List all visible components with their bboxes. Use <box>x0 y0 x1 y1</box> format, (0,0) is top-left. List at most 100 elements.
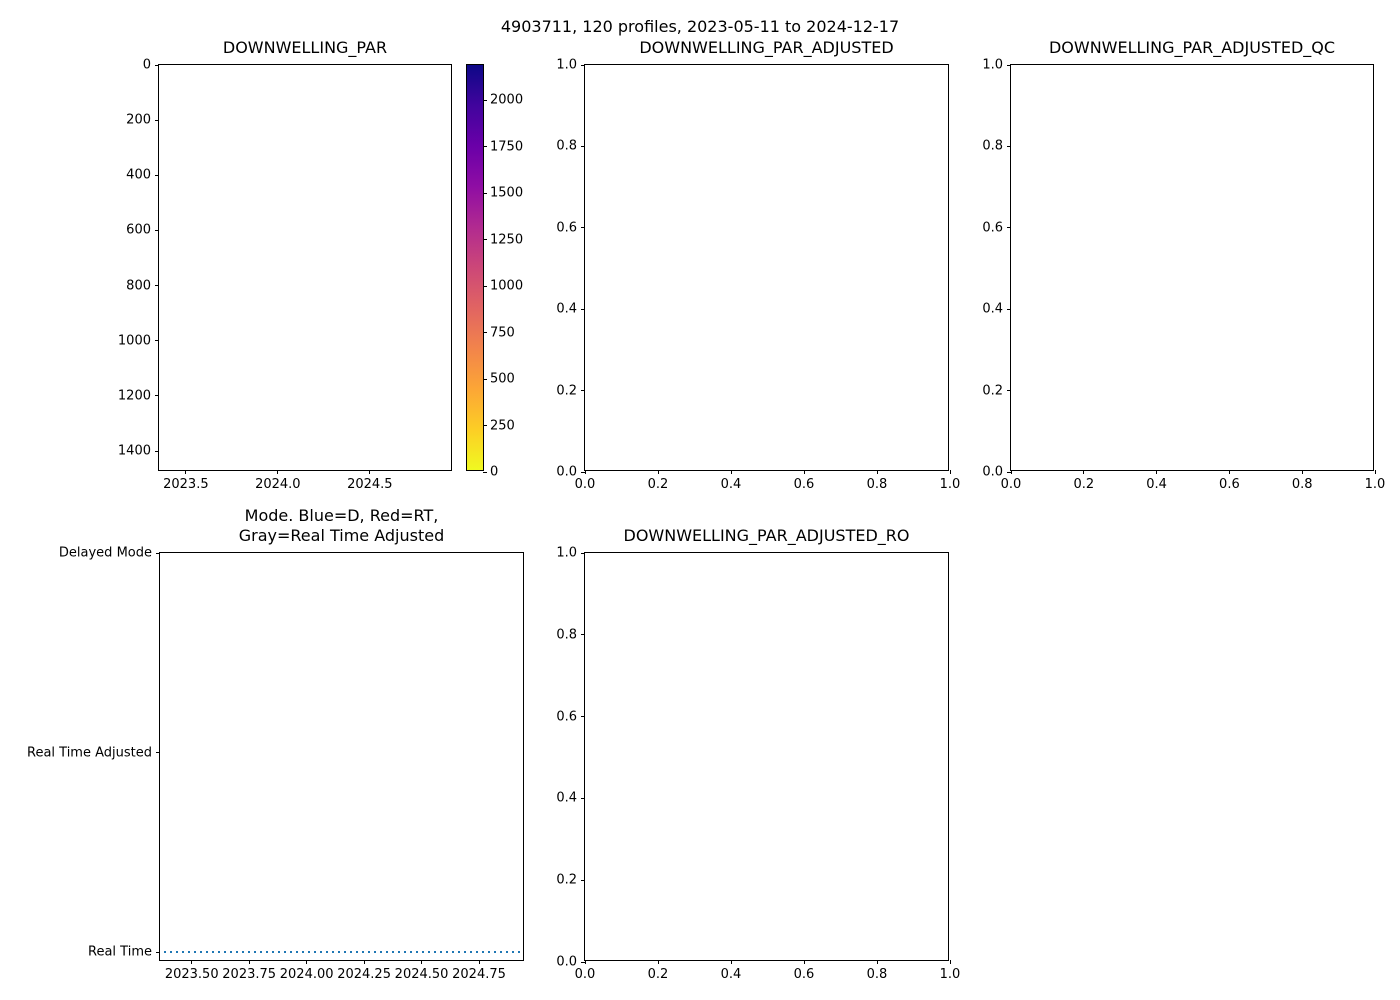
subplot-downwelling-par: DOWNWELLING_PAR 2023.5 2024.0 2024.5 0 200 400… <box>118 38 452 492</box>
x-tick-label: 0.4 <box>720 477 742 492</box>
x-tick-mark <box>584 470 586 474</box>
y-tick-label: 0.8 <box>556 138 577 154</box>
y-tick-label: 0.6 <box>556 220 577 236</box>
x-tick-mark <box>191 960 193 964</box>
x-tick-mark <box>1010 470 1012 474</box>
y-tick-mark <box>581 145 585 147</box>
x-tick-label: 0.8 <box>866 477 888 492</box>
y-tick-label: 0.4 <box>982 301 1003 317</box>
y-tick-label: 800 <box>126 278 151 294</box>
x-tick-label: 0.6 <box>1219 477 1240 492</box>
y-tick-mark <box>155 119 159 121</box>
colorbar-tick-mark <box>483 285 487 287</box>
colorbar-tick-mark <box>483 239 487 241</box>
y-tick-label: 1.0 <box>556 545 577 561</box>
x-tick-label: 0.8 <box>1291 477 1313 492</box>
x-tick-mark <box>730 470 732 474</box>
y-tick-label: 1000 <box>117 333 151 349</box>
x-tick-label: 2023.5 <box>163 477 209 492</box>
subplot-title: DOWNWELLING_PAR_ADJUSTED <box>639 38 894 57</box>
y-tick-label: 1.0 <box>982 57 1003 73</box>
y-tick-label: 0 <box>142 57 151 73</box>
x-tick-mark <box>306 960 308 964</box>
x-tick-label: 0.0 <box>574 477 596 492</box>
x-tick-mark <box>363 960 365 964</box>
x-tick-mark <box>1156 470 1158 474</box>
x-tick-mark <box>1301 470 1303 474</box>
colorbar-downwelling-par: 0 250 500 750 1000 1250 1500 1750 2000 <box>466 64 523 480</box>
y-tick-label: 0.4 <box>556 301 577 317</box>
y-tick-mark <box>156 951 160 953</box>
colorbar-tick-mark <box>483 378 487 380</box>
x-tick-mark <box>421 960 423 964</box>
y-tick-label: 0.0 <box>556 954 577 970</box>
subplot-title: DOWNWELLING_PAR <box>222 38 388 57</box>
colorbar-tick-label: 2000 <box>490 92 524 108</box>
x-tick-mark <box>1228 470 1230 474</box>
y-tick-label: 1400 <box>117 443 151 459</box>
y-tick-mark <box>156 752 160 753</box>
subplot-mode: Mode. Blue=D, Red=RT, Gray=Real Time Adj… <box>27 506 524 982</box>
x-tick-label: 0.0 <box>1000 477 1022 492</box>
y-tick-label: Delayed Mode <box>58 545 152 561</box>
subplot-title: DOWNWELLING_PAR_ADJUSTED_RO <box>623 526 910 545</box>
x-tick-mark <box>803 960 805 964</box>
x-tick-label: 0.2 <box>647 477 669 492</box>
subplot-title: DOWNWELLING_PAR_ADJUSTED_QC <box>1048 38 1336 57</box>
colorbar-tick-label: 1750 <box>490 139 524 155</box>
x-tick-mark <box>803 470 805 474</box>
y-tick-label: 1.0 <box>556 57 577 73</box>
x-tick-label: 1.0 <box>939 967 961 982</box>
y-tick-mark <box>1007 471 1011 473</box>
subplot-downwelling-par-adjusted: DOWNWELLING_PAR_ADJUSTED 0.0 0.2 0.4 0.6 0.8 1… <box>556 38 960 492</box>
y-tick-mark <box>1007 390 1011 392</box>
x-tick-mark <box>478 960 480 964</box>
x-tick-label: 2024.5 <box>347 477 393 492</box>
x-tick-mark <box>1374 470 1376 474</box>
y-tick-label: 0.2 <box>556 383 577 399</box>
colorbar-tick-label: 750 <box>490 325 515 341</box>
y-tick-mark <box>581 64 585 66</box>
colorbar-tick-label: 0 <box>490 464 499 480</box>
y-tick-label: 0.8 <box>982 138 1003 154</box>
x-tick-mark <box>949 960 951 964</box>
x-tick-label: 1.0 <box>939 477 961 492</box>
x-tick-mark <box>657 960 659 964</box>
y-tick-label: 0.4 <box>556 790 577 806</box>
x-tick-label: 0.4 <box>720 967 742 982</box>
x-tick-label: 2024.00 <box>279 967 334 982</box>
y-tick-mark <box>155 174 159 176</box>
x-tick-label: 2024.0 <box>255 477 301 492</box>
colorbar-tick-label: 1500 <box>490 185 524 201</box>
subplot-downwelling-par-adjusted-qc: DOWNWELLING_PAR_ADJUSTED_QC 0.0 0.2 0.4 0.6 0… <box>982 38 1385 492</box>
x-tick-mark <box>277 470 279 474</box>
y-tick-mark <box>1007 227 1011 229</box>
x-tick-label: 0.2 <box>1073 477 1095 492</box>
y-tick-mark <box>1007 308 1011 310</box>
x-tick-label: 2024.25 <box>337 967 391 982</box>
figure-title: 4903711, 120 profiles, 2023-05-11 to 202… <box>500 17 900 36</box>
x-tick-mark <box>185 470 187 474</box>
y-tick-label: 0.6 <box>982 220 1003 236</box>
x-tick-label: 2024.75 <box>452 967 506 982</box>
colorbar-tick-mark <box>483 99 487 101</box>
y-tick-mark <box>1007 64 1011 66</box>
y-tick-label: 0.0 <box>982 464 1003 480</box>
y-tick-mark <box>581 879 585 881</box>
y-tick-mark <box>581 227 585 229</box>
x-tick-mark <box>876 470 878 474</box>
y-tick-label: 600 <box>126 222 151 238</box>
colorbar-tick-label: 1250 <box>490 232 524 248</box>
y-tick-label: 400 <box>126 167 151 183</box>
y-tick-mark <box>155 395 159 397</box>
colorbar-tick-mark <box>483 332 487 334</box>
y-tick-mark <box>581 961 585 963</box>
y-tick-mark <box>581 634 585 636</box>
x-tick-label: 0.4 <box>1146 477 1167 492</box>
colorbar-gradient <box>467 65 483 470</box>
y-tick-mark <box>581 716 585 718</box>
x-tick-mark <box>657 470 659 474</box>
x-tick-mark <box>369 470 371 474</box>
y-tick-label: 0.6 <box>556 709 577 725</box>
y-tick-mark <box>581 471 585 473</box>
